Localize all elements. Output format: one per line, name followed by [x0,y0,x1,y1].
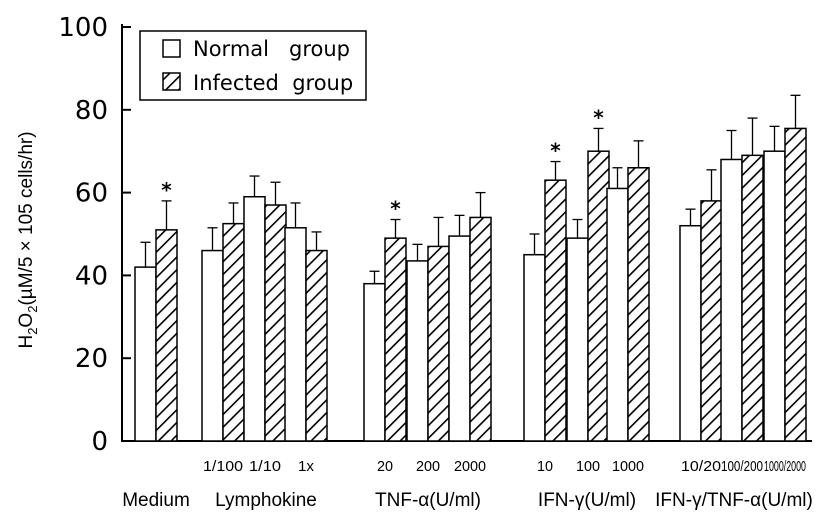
group-label: TNF-α(U/ml) [375,490,481,511]
bar-normal [566,237,589,442]
legend: Normal group Infected group [139,30,367,101]
group-label: IFN-γ/TNF-α(U/ml) [655,490,813,511]
bar-normal [284,227,307,442]
x-tick-label: 100/200 [721,458,763,475]
x-tick-label: 200 [416,458,440,475]
bar-infected [544,179,567,442]
bar-normal [201,249,224,442]
significance-marker: * [390,197,401,221]
significance-marker: * [161,178,172,202]
bar-infected [587,150,610,442]
bar-infected [222,222,245,442]
y-tick-label: 80 [75,96,108,126]
bar-infected [264,204,287,442]
bar-infected [784,127,807,442]
bar-normal [523,253,546,442]
x-tick-label: 20 [377,458,393,475]
x-tick-label: 1/100 [203,458,243,475]
group-label: Lymphokine [215,490,317,511]
legend-swatch-normal [162,39,181,58]
bar-normal [134,266,157,442]
y-ticks: 0 20 40 60 80 100 [58,13,131,457]
bar-normal [720,158,743,442]
x-tick-label: 10/20 [681,458,721,475]
legend-label-normal: Normal group [193,37,350,61]
bars: * * * * [134,94,807,442]
y-tick-label: 100 [58,13,108,43]
y-tick-label: 20 [75,344,108,374]
x-tick-label: 1000/2000 [764,458,806,475]
bar-infected [427,245,450,442]
significance-marker: * [550,139,561,163]
x-tick-labels: 1/100 1/10 1x 20 200 2000 10 100 1000 10/20 100/20… [203,458,806,475]
bar-infected [384,237,407,442]
significance-marker: * [593,105,604,129]
x-tick-label: 2000 [454,458,486,475]
group-label: Medium [122,490,190,511]
x-tick-label: 1000 [612,458,644,475]
bar-infected [700,200,723,442]
x-tick-label: 1x [298,458,315,475]
x-tick-label: 10 [537,458,553,475]
x-tick-label: 100 [576,458,600,475]
legend-label-infected: Infected group [193,71,353,95]
x-tick-label: 1/10 [249,458,281,475]
bar-normal [763,150,786,442]
bar-infected [155,229,178,442]
bar-normal [606,187,629,442]
bar-normal [406,260,429,442]
bar-normal [243,195,266,442]
y-tick-label: 0 [91,427,108,457]
bar-normal [448,235,471,442]
y-axis-label: H2O2(µM/5 × 105 cells/hr) [16,131,40,348]
bar-normal [679,224,702,442]
legend-swatch-infected [162,72,181,91]
bar-normal [363,282,386,442]
bar-infected [627,167,650,442]
group-labels: Medium Lymphokine TNF-α(U/ml) IFN-γ(U/ml) IF… [122,490,813,511]
bar-infected [305,249,328,442]
bar-infected [741,154,764,442]
group-label: IFN-γ(U/ml) [538,490,636,511]
y-tick-label: 60 [75,179,108,209]
bar-infected [469,216,492,442]
y-tick-label: 40 [75,261,108,291]
